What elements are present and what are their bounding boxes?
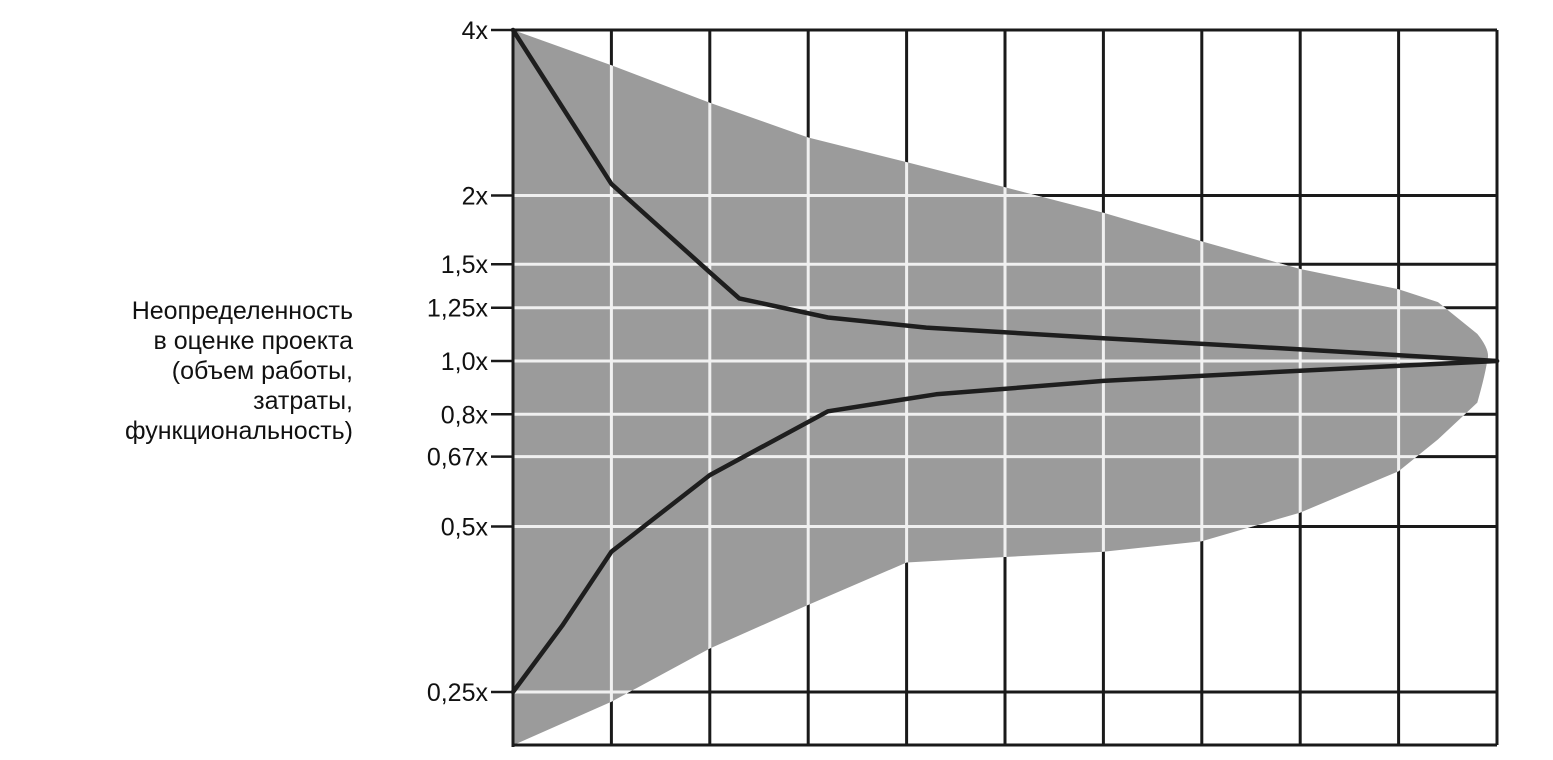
y-tick-label: 0,25x <box>427 679 489 707</box>
y-tick-label: 1,25x <box>427 295 489 323</box>
y-axis-label-line: в оценке проекта <box>153 327 354 355</box>
y-tick-label: 1,5x <box>441 251 489 279</box>
y-tick-label: 0,8x <box>441 401 489 429</box>
y-axis-label-line: (объем работы, <box>171 357 353 385</box>
y-axis-label: Неопределенность в оценке проекта (объем… <box>13 296 353 446</box>
y-ticks: 4x 2x 1,5x 1,25x 1,0x 0,8x 0,67x 0,5x 0,25x <box>427 17 513 707</box>
axes <box>511 28 1499 747</box>
y-axis-label-line: затраты, <box>253 387 353 415</box>
y-axis-label-line: функциональность) <box>124 417 353 445</box>
y-tick-label: 1,0x <box>441 348 489 376</box>
upper-curve <box>510 27 1500 364</box>
y-axis-label-line: Неопределенность <box>131 297 353 325</box>
y-tick-label: 0,67x <box>427 444 489 472</box>
y-tick-label: 2x <box>462 183 489 211</box>
y-tick-label: 4x <box>462 17 489 45</box>
curves <box>510 27 1500 695</box>
y-tick-label: 0,5x <box>441 514 489 542</box>
lower-curve <box>510 358 1500 695</box>
